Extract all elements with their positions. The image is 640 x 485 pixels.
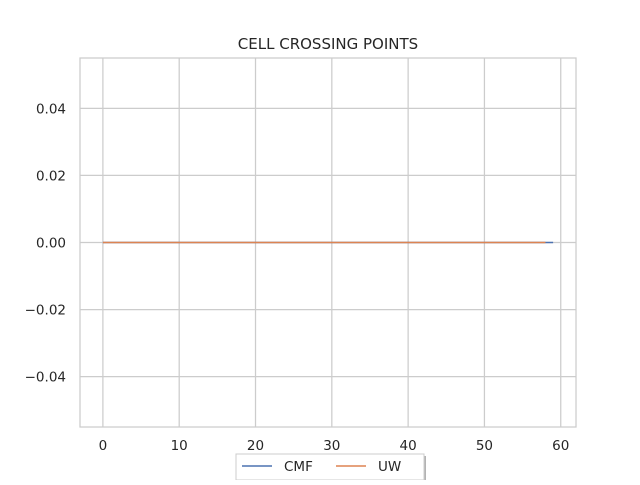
x-tick-label: 30 [323, 438, 340, 454]
x-tick-label: 40 [400, 438, 417, 454]
plot-frame [79, 57, 577, 428]
legend: CMF UW [235, 453, 426, 482]
x-tick-label: 60 [552, 438, 569, 454]
y-tick-label: 0.00 [36, 236, 66, 252]
y-tick-label: 0.02 [36, 168, 66, 184]
x-tick-labels: 0 10 20 30 40 50 60 [99, 438, 570, 454]
y-tick-labels: 0.04 0.02 0.00 −0.02 −0.04 [25, 101, 66, 385]
y-tick-label: −0.04 [25, 370, 66, 386]
y-tick-label: 0.04 [36, 101, 66, 117]
x-tick-label: 0 [99, 438, 108, 454]
legend-label-uw: UW [378, 459, 401, 475]
x-tick-label: 10 [171, 438, 188, 454]
chart-title: CELL CROSSING POINTS [238, 35, 418, 53]
x-tick-label: 50 [476, 438, 493, 454]
x-tick-label: 20 [247, 438, 264, 454]
legend-label-cmf: CMF [284, 459, 313, 475]
legend-box [235, 453, 425, 481]
y-tick-label: −0.02 [25, 303, 66, 319]
